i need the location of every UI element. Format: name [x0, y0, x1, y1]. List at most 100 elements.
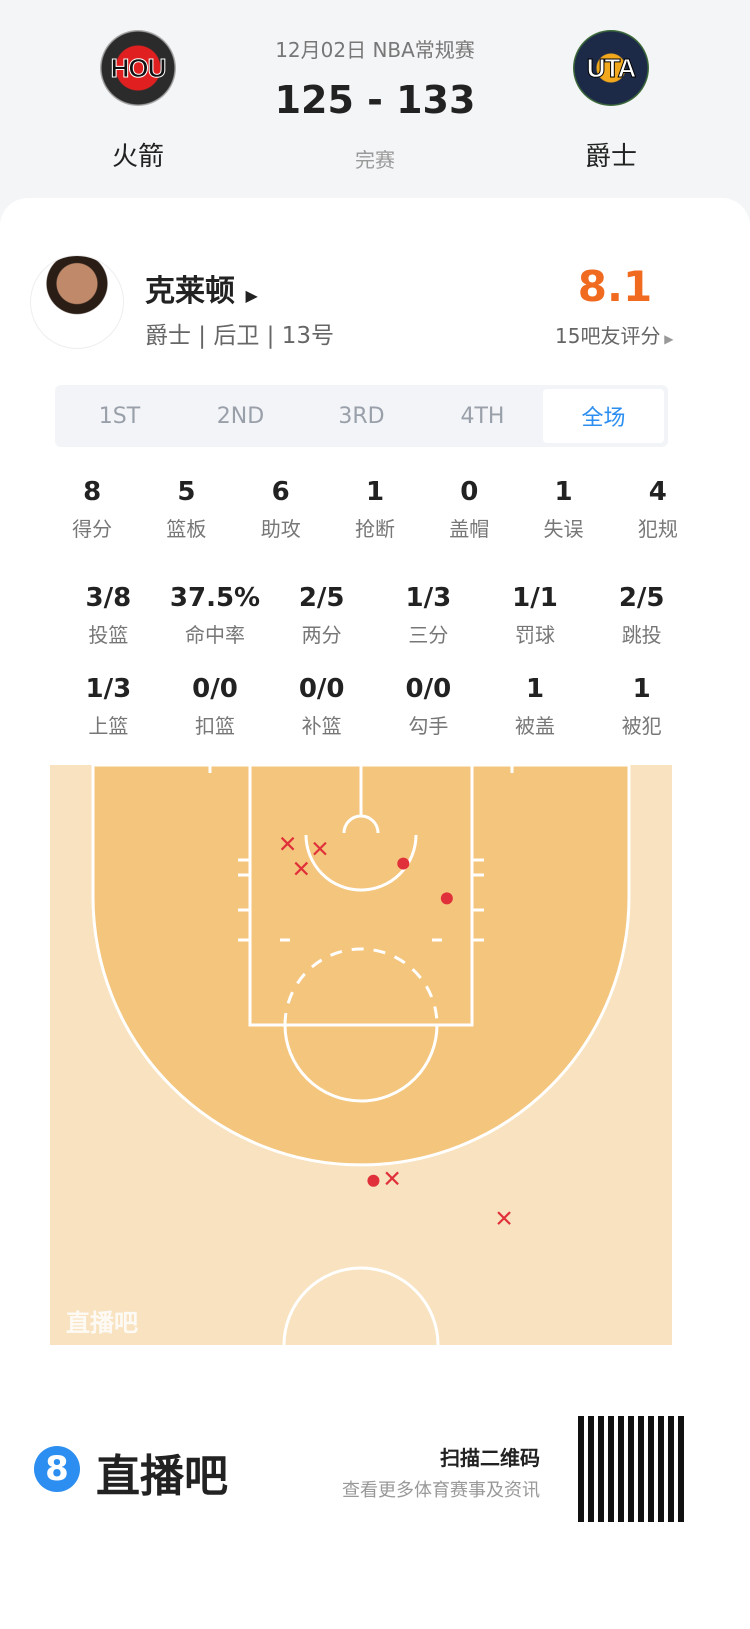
stat-value: 6 [271, 477, 290, 507]
stat-value: 1/3 [405, 583, 452, 613]
stat-label: 上篮 [88, 714, 129, 738]
match-status: 完赛 [355, 148, 395, 172]
shot-missed [294, 861, 309, 876]
stat-value: 0/0 [298, 674, 345, 704]
stat-value: 1/3 [85, 674, 132, 704]
shot-missed [280, 836, 295, 851]
stat-value: 8 [83, 477, 102, 507]
shot-chart: 直播吧 [50, 765, 672, 1345]
stat-cell: 1/3 上篮 [55, 674, 162, 739]
stat-value: 2/5 [298, 583, 345, 613]
tab-1st[interactable]: 1ST [98, 403, 141, 429]
stat-label: 被犯 [621, 714, 662, 738]
stat-cell: 2/5 跳投 [588, 583, 695, 648]
stat-cell: 1/1 罚球 [482, 583, 589, 648]
stat-cell: 4 犯规 [611, 477, 705, 542]
stat-value: 0 [460, 477, 479, 507]
rating-link[interactable]: 15吧友评分 ▶ [555, 320, 674, 349]
stat-cell: 1 被犯 [588, 674, 695, 739]
tab-4th[interactable]: 4TH [460, 403, 505, 429]
stat-value: 0/0 [192, 674, 238, 704]
brand-logo-icon: 8 [34, 1446, 80, 1492]
paint [248, 765, 474, 1027]
player-rating: 8.1 [577, 262, 653, 311]
stat-label: 命中率 [185, 623, 245, 647]
stat-label: 抢断 [354, 517, 395, 541]
stat-cell: 0/0 勾手 [375, 674, 482, 739]
stat-cell: 1/3 三分 [375, 583, 482, 648]
tab-full-game[interactable]: 全场 [543, 389, 664, 443]
scan-qr-desc: 查看更多体育赛事及资讯 [342, 1480, 540, 1501]
free-throw-circle-top [283, 947, 439, 1026]
stat-value: 1 [632, 674, 651, 704]
stat-label: 勾手 [408, 714, 449, 738]
stat-cell: 3/8 投篮 [55, 583, 162, 648]
match-date-league: 12月02日 NBA常规赛 [275, 38, 475, 62]
shot-made [367, 1174, 380, 1187]
stat-cell: 1 抢断 [328, 477, 422, 542]
player-name-link[interactable]: 克莱顿 ▶ [145, 266, 258, 310]
stat-value: 37.5% [169, 583, 261, 613]
hoop [342, 814, 380, 834]
watermark: 直播吧 [66, 1309, 138, 1337]
stat-cell: 2/5 两分 [268, 583, 375, 648]
restricted-area [304, 834, 418, 892]
stat-label: 盖帽 [449, 517, 490, 541]
stat-label: 三分 [408, 623, 449, 647]
play-arrow-icon: ▶ [245, 286, 258, 305]
stat-value: 0/0 [405, 674, 452, 704]
stat-label: 跳投 [621, 623, 662, 647]
stats-row: 3/8 投篮 37.5% 命中率 2/5 两分 1/3 三分 1/1 罚球 2/5 跳投 [55, 583, 695, 648]
shot-missed [385, 1171, 399, 1186]
stat-label: 失误 [543, 517, 584, 541]
stat-value: 4 [648, 477, 667, 507]
period-tabs: 1ST 2ND 3RD 4TH 全场 [55, 385, 668, 447]
stat-label: 得分 [72, 517, 113, 541]
free-throw-circle-bottom [283, 1024, 439, 1103]
uta-team-logo[interactable]: UTA [573, 30, 649, 106]
stat-value: 1 [365, 477, 385, 507]
stat-value: 1 [525, 674, 545, 704]
shot-made [440, 892, 453, 905]
stat-cell: 5 篮板 [139, 477, 233, 542]
stat-label: 两分 [301, 623, 342, 647]
shot-missed [313, 841, 327, 856]
stat-value: 1/1 [512, 583, 558, 613]
stats-row: 8 得分 5 篮板 6 助攻 1 抢断 0 盖帽 1 失误 4 犯规 [45, 477, 705, 542]
stat-label: 篮板 [166, 517, 207, 541]
stat-label: 投篮 [88, 623, 129, 647]
stat-label: 被盖 [515, 714, 556, 738]
stat-value: 5 [177, 477, 196, 507]
player-avatar[interactable] [30, 255, 124, 349]
uta-abbr: UTA [586, 52, 636, 83]
tab-2nd[interactable]: 2ND [216, 403, 265, 429]
shot-made [397, 857, 410, 870]
stat-cell: 37.5% 命中率 [162, 583, 269, 648]
tab-3rd[interactable]: 3RD [338, 403, 385, 429]
stat-label: 犯规 [637, 517, 678, 541]
center-circle [282, 1266, 440, 1345]
stats-row: 1/3 上篮 0/0 扣篮 0/0 补篮 0/0 勾手 1 被盖 1 被犯 [55, 674, 695, 739]
stat-cell: 0/0 扣篮 [162, 674, 269, 739]
player-name: 克莱顿 [145, 274, 235, 309]
stat-label: 罚球 [515, 623, 556, 647]
stat-cell: 8 得分 [45, 477, 139, 542]
play-arrow-icon: ▶ [660, 332, 674, 346]
hou-team-logo[interactable]: HOU [100, 30, 176, 106]
stat-cell: 0/0 补篮 [268, 674, 375, 739]
stat-label: 扣篮 [195, 714, 235, 738]
stat-cell: 0 盖帽 [422, 477, 516, 542]
stat-value: 1 [554, 477, 573, 507]
player-info: 爵士 | 后卫 | 13号 [145, 323, 335, 349]
qr-code[interactable] [578, 1416, 686, 1522]
home-team-name: 火箭 [111, 142, 164, 172]
match-score: 125 - 133 [274, 78, 476, 122]
shot-missed [497, 1211, 511, 1225]
brand-name: 直播吧 [96, 1451, 228, 1502]
scan-qr-title: 扫描二维码 [440, 1446, 540, 1470]
stat-label: 补篮 [301, 714, 342, 738]
stat-cell: 6 助攻 [234, 477, 328, 542]
three-point-area [91, 765, 631, 1167]
stat-value: 2/5 [618, 583, 665, 613]
stat-label: 助攻 [260, 517, 301, 541]
